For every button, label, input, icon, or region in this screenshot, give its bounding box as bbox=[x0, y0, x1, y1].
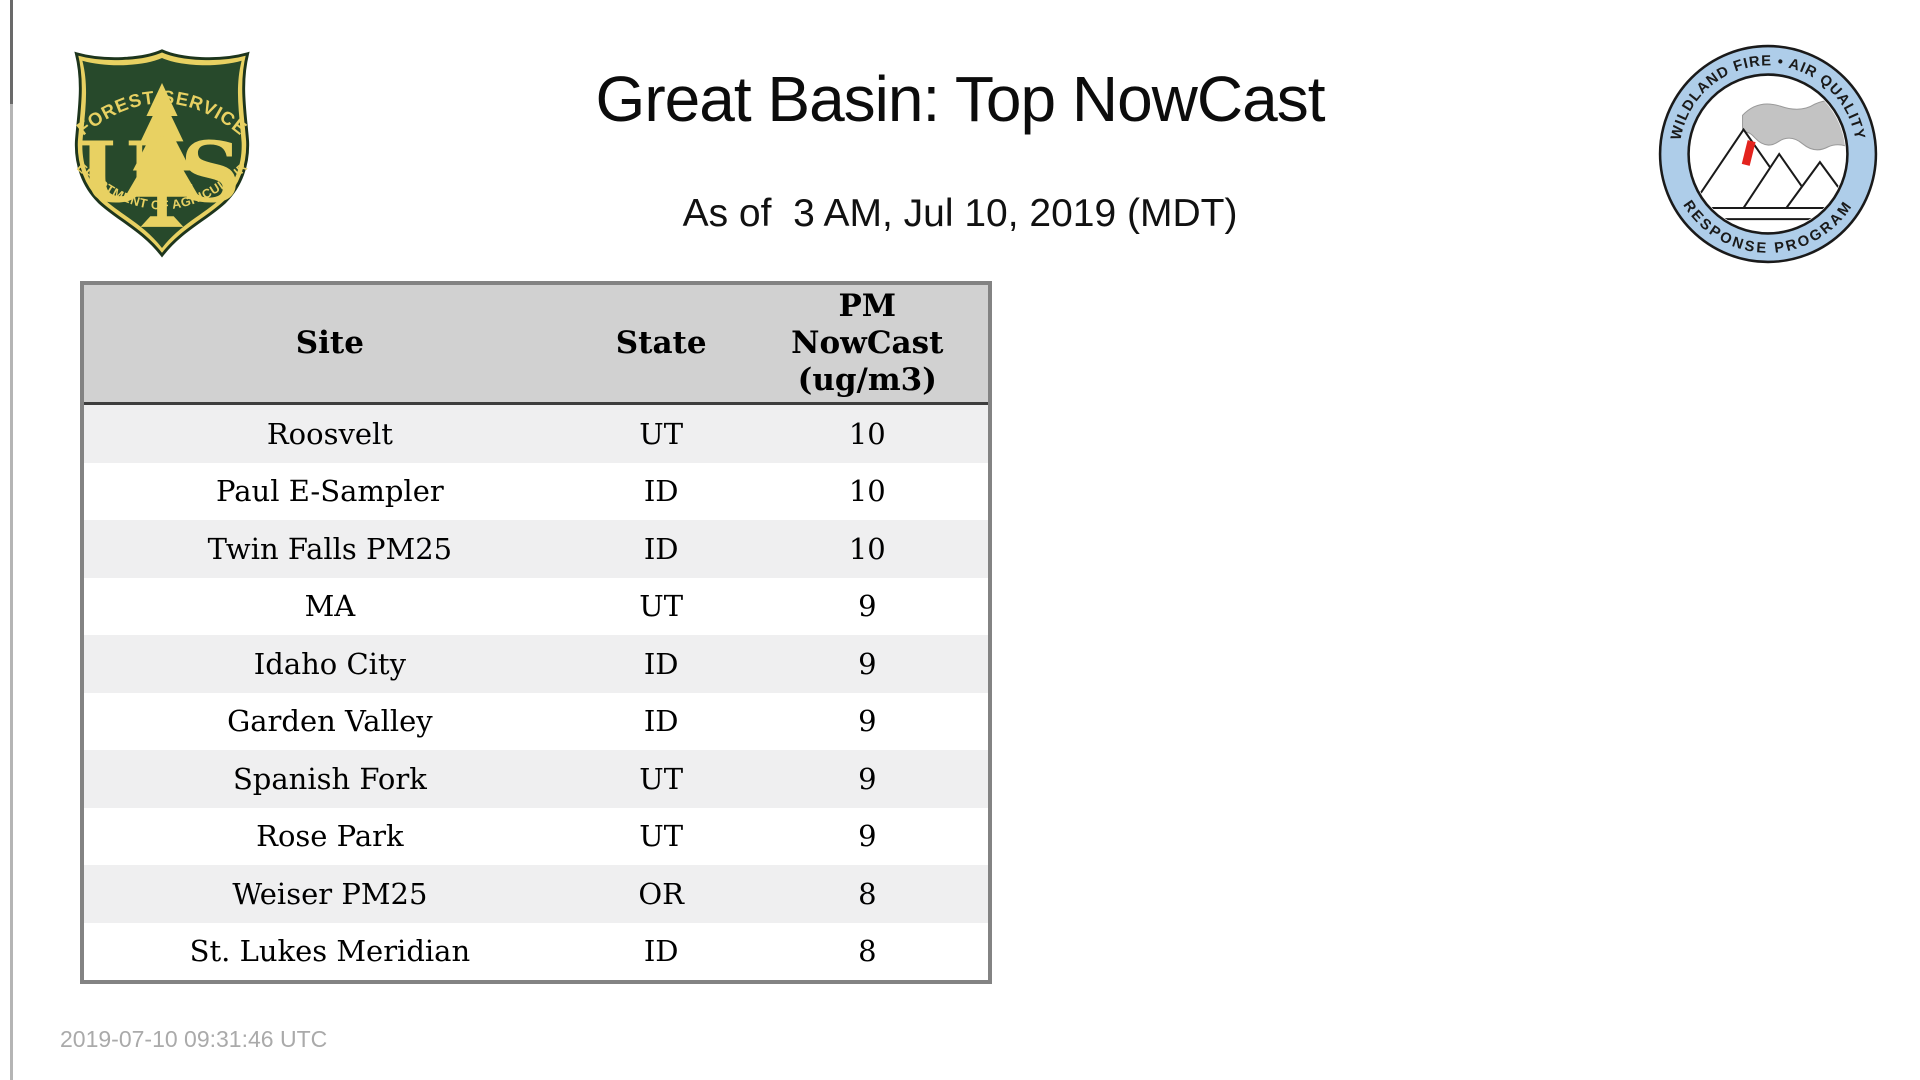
table-header-row: Site State PM NowCast (ug/m3) bbox=[84, 285, 988, 405]
table-row: Garden Valley ID 9 bbox=[84, 692, 988, 750]
window-edge-line bbox=[10, 104, 13, 1080]
site-cell: St. Lukes Meridian bbox=[189, 934, 471, 969]
state-cell: ID bbox=[643, 646, 679, 681]
nowcast-table: Site State PM NowCast (ug/m3) Roosvelt U… bbox=[80, 281, 992, 984]
state-cell: UT bbox=[639, 416, 684, 451]
column-header-site: Site bbox=[295, 325, 364, 361]
pm-cell: 9 bbox=[858, 819, 877, 854]
site-cell: Garden Valley bbox=[227, 704, 433, 739]
table-row: Rose Park UT 9 bbox=[84, 807, 988, 865]
site-cell: Paul E-Sampler bbox=[216, 474, 444, 509]
table-row: Weiser PM25 OR 8 bbox=[84, 865, 988, 923]
pm-cell: 9 bbox=[858, 761, 877, 796]
table-row: Paul E-Sampler ID 10 bbox=[84, 462, 988, 520]
table-row: Twin Falls PM25 ID 10 bbox=[84, 520, 988, 578]
table-row: St. Lukes Meridian ID 8 bbox=[84, 922, 988, 980]
page-subtitle: As of 3 AM, Jul 10, 2019 (MDT) bbox=[682, 192, 1238, 235]
state-cell: ID bbox=[643, 474, 679, 509]
smoke-plume-icon bbox=[1742, 100, 1846, 154]
forest-service-logo-icon: FOREST SERVICE U S DEPARTMENT OF AGRICUL… bbox=[64, 46, 250, 258]
pm-cell: 9 bbox=[858, 704, 877, 739]
state-cell: UT bbox=[639, 819, 684, 854]
pm-cell: 10 bbox=[848, 531, 886, 566]
fire-mark-icon bbox=[1741, 140, 1756, 166]
state-cell: ID bbox=[643, 531, 679, 566]
wildland-fire-air-quality-logo-icon: WILDLAND FIRE • AIR QUALITY RESPONSE PRO… bbox=[1658, 44, 1878, 264]
table-body: Roosvelt UT 10 Paul E-Sampler ID 10 Twin… bbox=[84, 405, 988, 980]
site-cell: Weiser PM25 bbox=[232, 876, 428, 911]
table-row: Idaho City ID 9 bbox=[84, 635, 988, 693]
state-cell: ID bbox=[643, 934, 679, 969]
pm-cell: 8 bbox=[858, 876, 877, 911]
pm-cell: 10 bbox=[848, 474, 886, 509]
generation-timestamp: 2019-07-10 09:31:46 UTC bbox=[60, 1026, 328, 1052]
state-cell: ID bbox=[643, 704, 679, 739]
table-row: Spanish Fork UT 9 bbox=[84, 750, 988, 808]
pm-cell: 10 bbox=[848, 416, 886, 451]
site-cell: Twin Falls PM25 bbox=[207, 531, 453, 566]
site-cell: Rose Park bbox=[256, 819, 404, 854]
pm-cell: 9 bbox=[858, 589, 877, 624]
column-header-pm-nowcast: PM NowCast (ug/m3) bbox=[791, 288, 944, 398]
state-cell: OR bbox=[638, 876, 684, 911]
column-header-state: State bbox=[615, 325, 707, 361]
site-cell: Idaho City bbox=[253, 646, 406, 681]
site-cell: Roosvelt bbox=[266, 416, 393, 451]
pm-cell: 9 bbox=[858, 646, 877, 681]
window-edge-line bbox=[10, 0, 13, 104]
state-cell: UT bbox=[639, 589, 684, 624]
state-cell: UT bbox=[639, 761, 684, 796]
site-cell: Spanish Fork bbox=[232, 761, 427, 796]
table-row: Roosvelt UT 10 bbox=[84, 405, 988, 463]
page-title: Great Basin: Top NowCast bbox=[595, 63, 1326, 135]
site-cell: MA bbox=[304, 589, 356, 624]
pine-tree-icon bbox=[125, 82, 199, 227]
pm-cell: 8 bbox=[858, 934, 877, 969]
table-row: MA UT 9 bbox=[84, 577, 988, 635]
forest-service-letter-s: S bbox=[180, 123, 240, 222]
